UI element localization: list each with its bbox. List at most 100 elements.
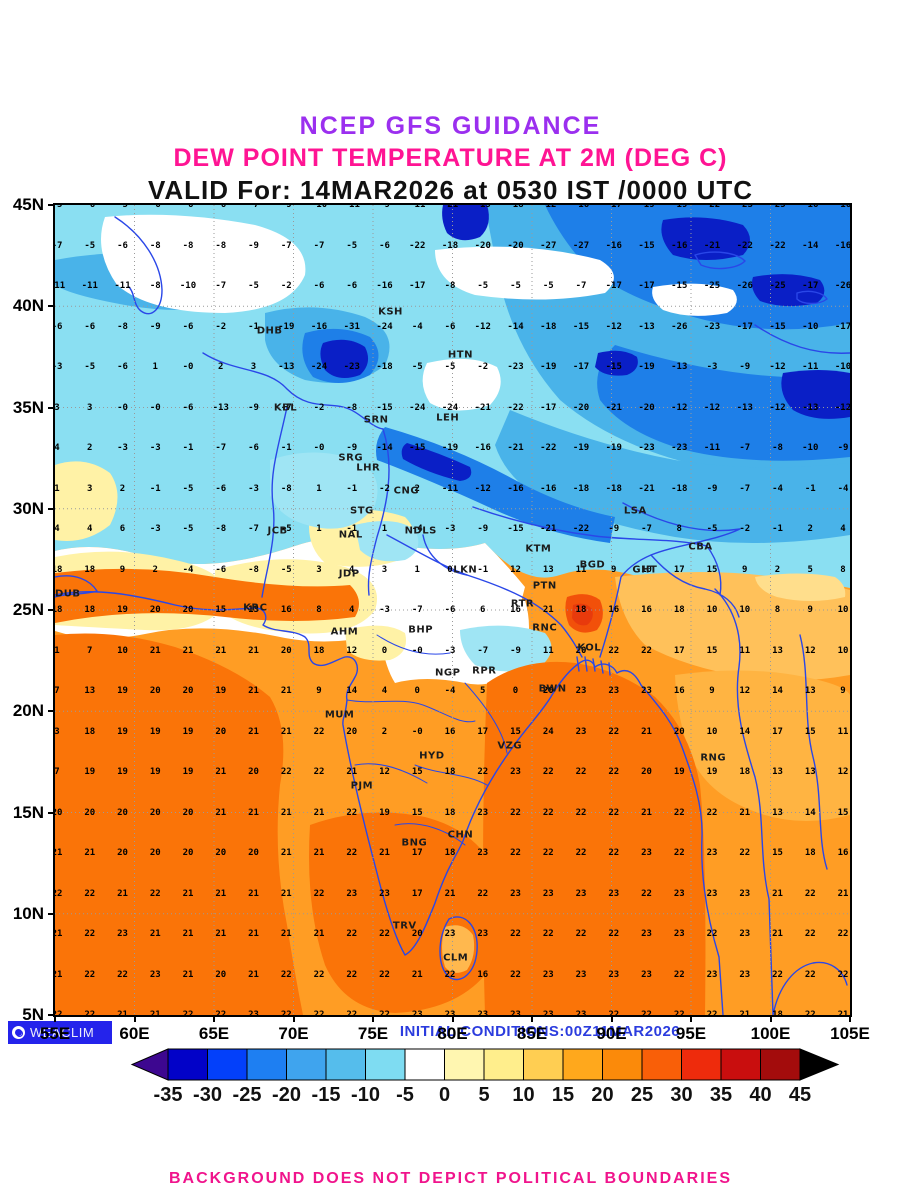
city-label-cba: CBA — [688, 541, 713, 553]
y-tick-label: 40N — [12, 296, 44, 316]
dewpoint-value: -6 — [444, 321, 456, 332]
dewpoint-value: -2 — [280, 281, 292, 291]
dewpoint-value: 22 — [313, 1010, 325, 1017]
dewpoint-value: -11 — [802, 362, 819, 372]
city-label-krc: KRC — [243, 602, 268, 614]
dewpoint-value: 16 — [444, 726, 456, 737]
dewpoint-value: -4 — [772, 483, 783, 494]
dewpoint-value: 15 — [772, 848, 783, 858]
dewpoint-value: 20 — [149, 605, 161, 615]
dewpoint-value: 21 — [837, 888, 849, 899]
dewpoint-value: -7 — [280, 240, 292, 251]
dewpoint-value: 4 — [840, 524, 846, 534]
dewpoint-value: 1 — [316, 524, 322, 534]
dewpoint-value: 21 — [280, 848, 292, 858]
valid-time-title: VALID For: 14MAR2026 at 0530 IST /0000 U… — [147, 175, 754, 205]
dewpoint-value: -31 — [343, 321, 360, 332]
dewpoint-value: 19 — [117, 726, 128, 737]
dewpoint-value: 14 — [804, 807, 816, 818]
dewpoint-value: 20 — [641, 767, 652, 777]
dewpoint-value: 23 — [673, 888, 685, 899]
dewpoint-value: 23 — [542, 888, 554, 899]
x-tick-label: 90E — [596, 1024, 627, 1043]
dewpoint-value: 0 — [512, 686, 519, 696]
dewpoint-value: -18 — [441, 240, 459, 251]
colorbar-label: -35 — [153, 1084, 183, 1106]
dewpoint-value: 10 — [837, 645, 849, 656]
dewpoint-value: -9 — [149, 321, 161, 332]
dewpoint-value: 22 — [608, 645, 620, 656]
dewpoint-value: 22 — [772, 969, 783, 980]
dewpoint-value: -13 — [736, 402, 753, 413]
dewpoint-value: -13 — [671, 362, 688, 372]
dewpoint-value: 4 — [87, 524, 93, 534]
city-label-lhr: LHR — [356, 462, 381, 474]
dewpoint-value: 22 — [608, 807, 620, 818]
dewpoint-value: -19 — [572, 443, 590, 453]
dewpoint-value: 11 — [837, 726, 849, 737]
colorbar-label: 25 — [630, 1084, 654, 1106]
dewpoint-value: -3 — [149, 524, 161, 534]
dewpoint-value: -6 — [117, 240, 128, 251]
dewpoint-value: -13 — [802, 402, 819, 413]
dewpoint-value: 21 — [215, 767, 227, 777]
dewpoint-value: 22 — [575, 807, 587, 818]
city-label-trv: TRV — [392, 920, 417, 932]
city-label-bwn: BWN — [538, 683, 567, 695]
dewpoint-value: 3 — [54, 402, 60, 413]
dewpoint-value: -16 — [376, 281, 393, 291]
dewpoint-value: 17 — [477, 726, 489, 737]
dewpoint-value: 22 — [346, 969, 358, 980]
dewpoint-value: 21 — [117, 888, 128, 899]
dewpoint-value: 22 — [313, 767, 325, 777]
dewpoint-value: 1 — [54, 483, 60, 494]
colorbar-segment — [444, 1048, 485, 1081]
dewpoint-value: 20 — [149, 686, 161, 696]
dewpoint-value: -12 — [474, 483, 491, 494]
dewpoint-value: -9 — [477, 524, 489, 534]
dewpoint-value: 22 — [510, 969, 521, 980]
dewpoint-value: 19 — [673, 767, 685, 777]
dewpoint-value: 2 — [87, 443, 93, 453]
dewpoint-value: 23 — [149, 969, 161, 980]
dewpoint-value: -21 — [605, 402, 622, 413]
dewpoint-value: -5 — [84, 362, 96, 372]
dewpoint-value: 22 — [379, 1010, 390, 1017]
dewpoint-value: -0 — [117, 402, 128, 413]
dewpoint-value: 18 — [772, 1010, 783, 1017]
dewpoint-value: -7 — [477, 645, 489, 656]
dewpoint-value: 21 — [739, 1010, 751, 1017]
city-label-pjm: PJM — [350, 780, 374, 792]
dewpoint-value: 21 — [182, 645, 194, 656]
dewpoint-value: 21 — [379, 848, 390, 858]
map-plot-area: -5-6-5-6-6-6-7-9-10-11-9-11-21-19-18-12-… — [53, 203, 852, 1017]
dewpoint-value: 22 — [608, 848, 620, 858]
dewpoint-value: 22 — [608, 767, 620, 777]
dewpoint-value: 16 — [510, 605, 521, 615]
dewpoint-value: 20 — [575, 645, 587, 656]
dewpoint-value: -11 — [114, 281, 131, 291]
y-tick-label: 25N — [12, 600, 44, 619]
dewpoint-value: 21 — [215, 645, 227, 656]
city-label-ndls: NDLS — [404, 525, 437, 537]
x-tick — [849, 1015, 851, 1022]
dewpoint-value: -8 — [117, 321, 128, 332]
colorbar-segment — [325, 1048, 366, 1081]
dewpoint-value: 22 — [444, 969, 456, 980]
dewpoint-value: 22 — [510, 848, 521, 858]
dewpoint-value: -5 — [117, 203, 128, 210]
city-label-srn: SRN — [363, 414, 389, 426]
dewpoint-value: 1 — [414, 564, 420, 575]
dewpoint-value: 9 — [807, 605, 813, 615]
dewpoint-value: -1 — [346, 483, 358, 494]
city-label-bgd: BGD — [579, 559, 606, 571]
dewpoint-value: 19 — [706, 767, 718, 777]
dewpoint-value: 23 — [608, 686, 620, 696]
dewpoint-value: 13 — [804, 686, 816, 696]
dewpoint-value: -0 — [313, 443, 325, 453]
graticule — [55, 205, 850, 1015]
x-tick — [54, 1015, 56, 1022]
dewpoint-value: 18 — [444, 807, 456, 818]
dewpoint-value: 18 — [84, 605, 96, 615]
city-label-rtr: RTR — [510, 598, 535, 610]
